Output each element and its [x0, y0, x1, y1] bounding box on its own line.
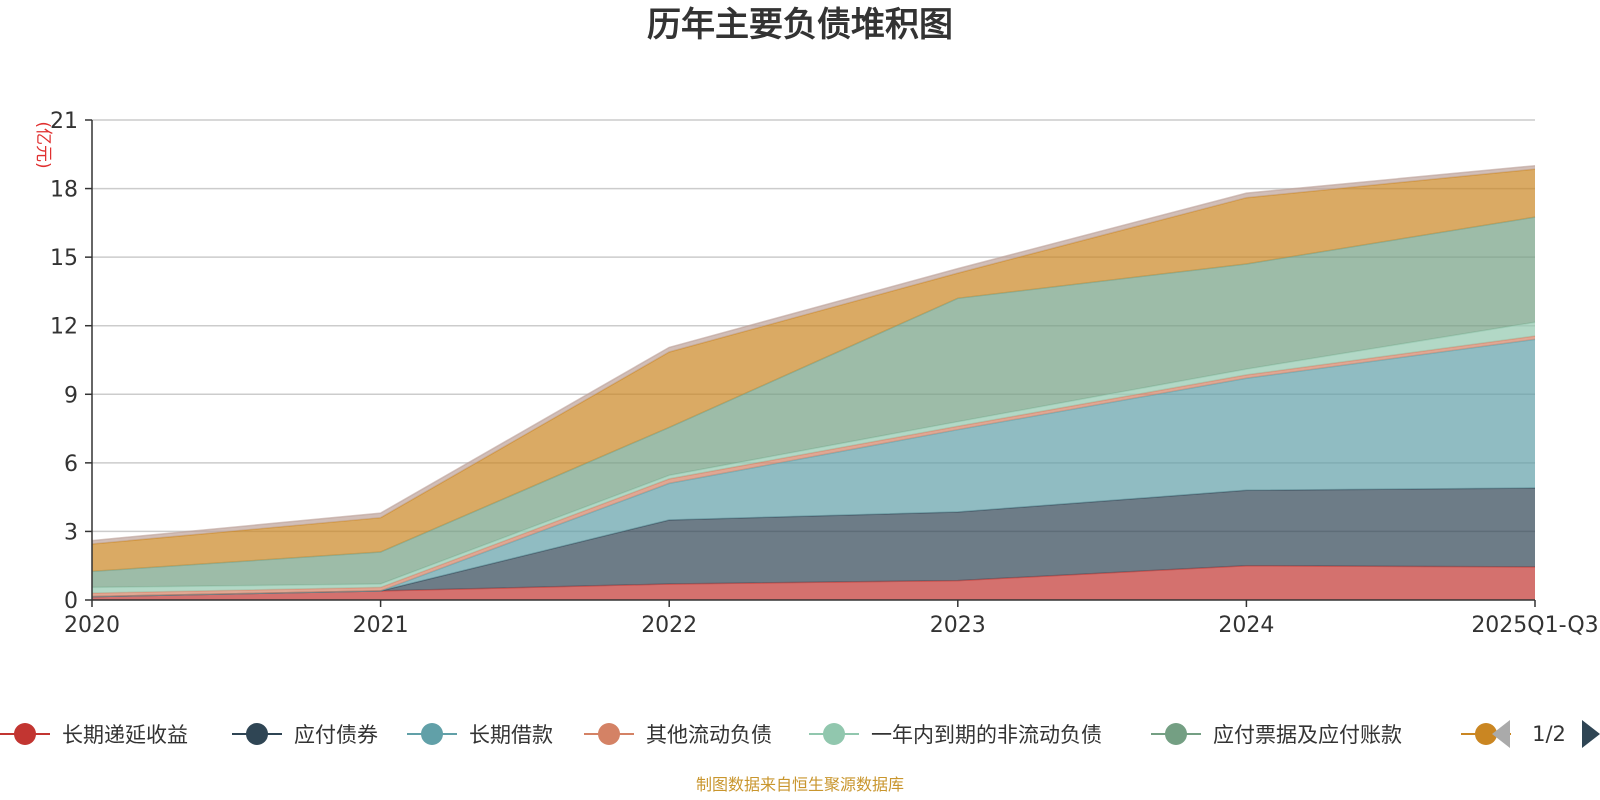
series-area-5 — [92, 217, 1535, 588]
legend-item-2[interactable]: 长期借款 — [407, 723, 553, 747]
data-source-note: 制图数据来自恒生聚源数据库 — [696, 775, 904, 794]
legend-item-1[interactable]: 应付债券 — [232, 723, 378, 747]
legend-label: 长期递延收益 — [62, 723, 188, 747]
series-area-1 — [92, 488, 1535, 597]
legend-dot-icon — [246, 723, 268, 745]
legend-label: 一年内到期的非流动负债 — [871, 723, 1102, 747]
x-tick-label: 2025Q1-Q3 — [1471, 613, 1598, 638]
x-tick-label: 2024 — [1218, 613, 1274, 638]
legend-page-indicator: 1/2 — [1532, 722, 1566, 746]
y-axis-ticks: 0 3 6 9 12 15 18 21 — [50, 109, 92, 614]
chart-title: 历年主要负债堆积图 — [647, 5, 953, 45]
series-areas — [91, 164, 1536, 600]
series-area-2 — [92, 339, 1535, 597]
legend-label: 应付票据及应付账款 — [1213, 723, 1402, 747]
y-tick-label: 18 — [50, 178, 78, 203]
legend-label: 应付债券 — [294, 723, 378, 747]
legend-pager: 1/2 — [1492, 720, 1600, 748]
y-tick-label: 9 — [64, 383, 78, 408]
legend-item-3[interactable]: 其他流动负债 — [584, 723, 772, 747]
y-tick-label: 12 — [50, 315, 78, 340]
legend-dot-icon — [14, 723, 36, 745]
axes — [91, 120, 1535, 601]
series-line-7 — [91, 164, 1536, 542]
series-area-6 — [92, 169, 1535, 572]
x-tick-label: 2022 — [641, 613, 697, 638]
x-axis-ticks: 2020 2021 2022 2023 2024 2025Q1-Q3 — [64, 600, 1599, 638]
y-tick-label: 21 — [50, 109, 78, 134]
x-tick-label: 2020 — [64, 613, 120, 638]
legend-item-4[interactable]: 一年内到期的非流动负债 — [809, 723, 1102, 747]
y-tick-label: 15 — [50, 246, 78, 271]
legend-dot-icon — [823, 723, 845, 745]
legend-dot-icon — [1475, 723, 1497, 745]
legend-next-page-icon[interactable] — [1582, 720, 1600, 748]
legend: 长期递延收益 应付债券 长期借款 其他流动负债 一年内到期的非流动负债 应付票据及应付账款 — [0, 723, 1511, 747]
legend-prev-page-icon[interactable] — [1492, 720, 1510, 748]
x-tick-label: 2021 — [353, 613, 409, 638]
x-tick-label: 2023 — [930, 613, 986, 638]
legend-item-0[interactable]: 长期递延收益 — [0, 723, 188, 747]
legend-dot-icon — [421, 723, 443, 745]
y-tick-label: 6 — [64, 452, 78, 477]
legend-item-5[interactable]: 应付票据及应付账款 — [1151, 723, 1402, 747]
series-area-4 — [92, 322, 1535, 594]
legend-label: 长期借款 — [469, 723, 553, 747]
legend-dot-icon — [598, 723, 620, 745]
legend-dot-icon — [1165, 723, 1187, 745]
legend-label: 其他流动负债 — [646, 723, 772, 747]
y-axis-unit: (亿元) — [33, 121, 53, 168]
y-tick-label: 0 — [64, 589, 78, 614]
y-tick-label: 3 — [64, 520, 78, 545]
